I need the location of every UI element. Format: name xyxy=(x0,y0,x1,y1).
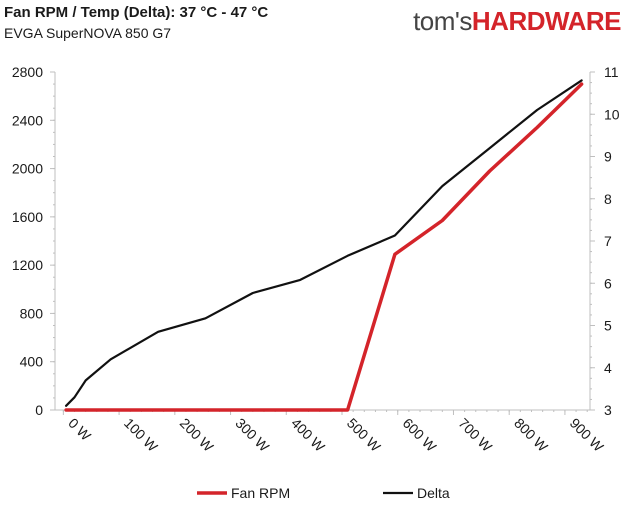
y-left-tick-label: 2800 xyxy=(12,64,43,80)
series-line-fan-rpm xyxy=(64,82,584,412)
y-left-tick-label: 800 xyxy=(20,305,44,321)
y-right-tick-label: 7 xyxy=(604,233,612,249)
x-tick-label: 500 W xyxy=(344,415,384,455)
y-left-tick-label: 1600 xyxy=(12,209,43,225)
chart-title: Fan RPM / Temp (Delta): 37 °C - 47 °C xyxy=(4,4,269,21)
y-right-tick-label: 8 xyxy=(604,191,612,207)
y-left-tick-label: 1200 xyxy=(12,257,43,273)
legend-label-delta: Delta xyxy=(417,485,450,501)
y-right-tick-label: 11 xyxy=(604,64,619,80)
series-line-delta xyxy=(64,79,583,407)
y-right-tick-label: 3 xyxy=(604,402,612,418)
x-tick-label: 100 W xyxy=(121,415,161,455)
x-tick-label: 300 W xyxy=(232,415,272,455)
x-tick-label: 0 W xyxy=(65,415,94,444)
y-right-tick-label: 9 xyxy=(604,149,612,165)
y-left-tick-label: 2000 xyxy=(12,161,43,177)
x-tick-label: 600 W xyxy=(400,415,440,455)
toms-hardware-logo: tom'sHARDWARE xyxy=(413,6,621,37)
y-right-tick-label: 4 xyxy=(604,360,612,376)
legend-label-fan-rpm: Fan RPM xyxy=(231,485,290,501)
y-left-tick-label: 2400 xyxy=(12,112,43,128)
y-right-tick-label: 10 xyxy=(604,106,620,122)
x-tick-label: 200 W xyxy=(177,415,217,455)
y-right-tick-label: 6 xyxy=(604,275,612,291)
logo-text-part1: tom's xyxy=(413,6,472,36)
x-tick-label: 400 W xyxy=(288,415,328,455)
logo-text-part2: HARDWARE xyxy=(471,6,622,36)
y-left-tick-label: 400 xyxy=(20,354,44,370)
x-tick-label: 800 W xyxy=(511,415,551,455)
y-right-tick-label: 5 xyxy=(604,318,612,334)
y-left-tick-label: 0 xyxy=(35,402,43,418)
x-tick-label: 700 W xyxy=(455,415,495,455)
x-tick-label: 900 W xyxy=(567,415,607,455)
chart-subtitle: EVGA SuperNOVA 850 G7 xyxy=(4,25,172,41)
